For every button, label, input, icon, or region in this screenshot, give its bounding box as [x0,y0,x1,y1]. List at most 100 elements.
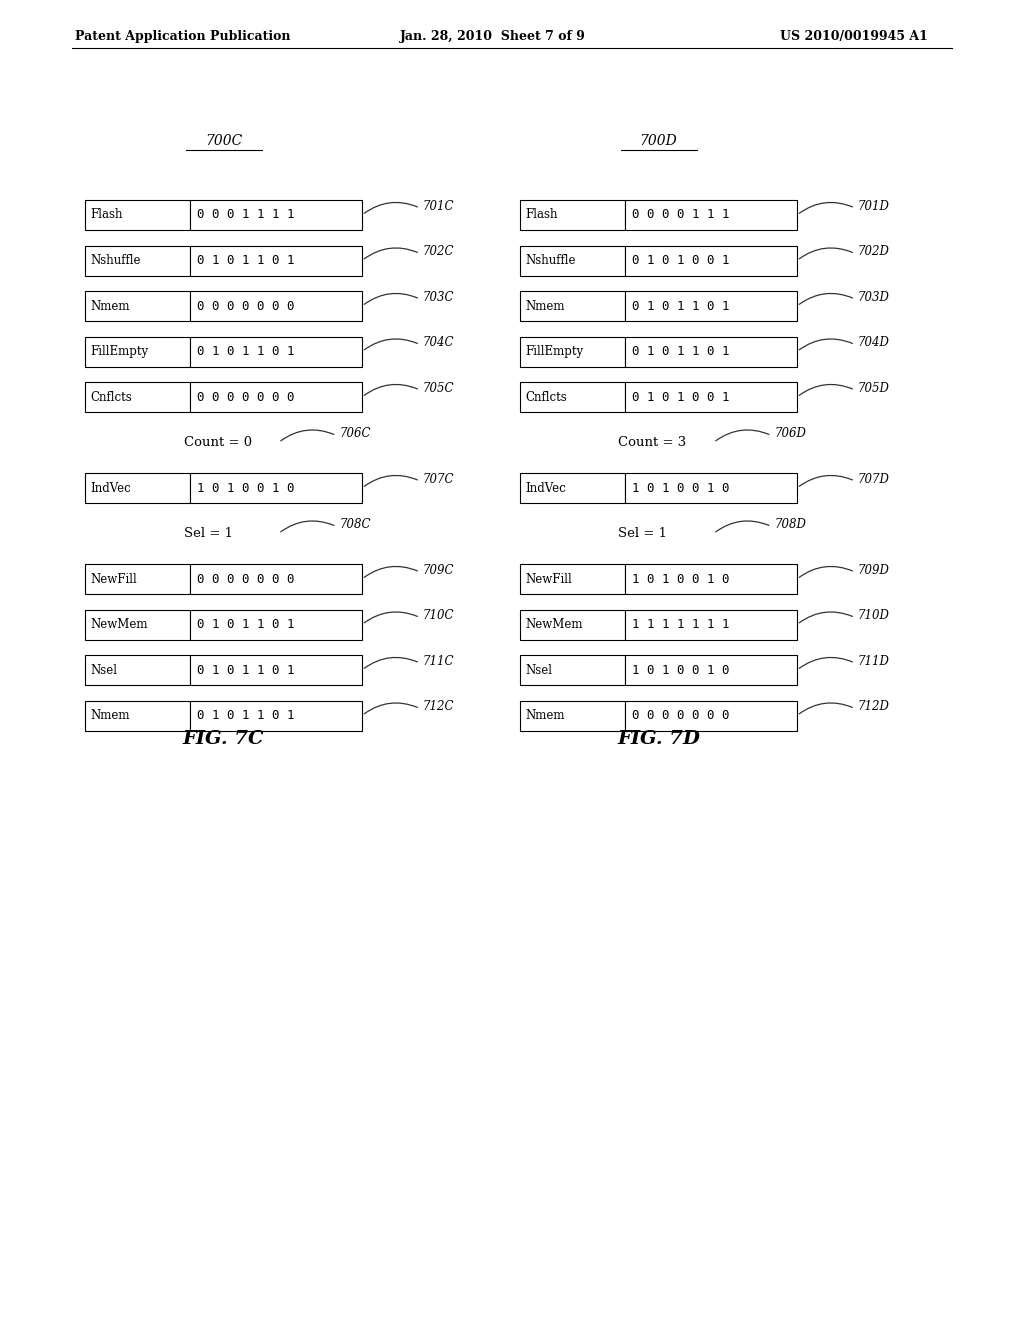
FancyBboxPatch shape [85,290,190,321]
FancyBboxPatch shape [85,655,190,685]
FancyBboxPatch shape [85,201,190,230]
Text: Flash: Flash [525,209,557,222]
Text: Sel = 1: Sel = 1 [618,527,668,540]
Text: Nmem: Nmem [525,709,564,722]
Text: 710C: 710C [423,609,455,622]
FancyBboxPatch shape [625,701,797,730]
Text: 702C: 702C [423,246,455,257]
Text: Nshuffle: Nshuffle [90,253,140,267]
FancyBboxPatch shape [190,610,362,639]
Text: FillEmpty: FillEmpty [525,345,583,358]
Text: 707D: 707D [858,473,890,486]
Text: 1 0 1 0 0 1 0: 1 0 1 0 0 1 0 [197,482,295,495]
FancyBboxPatch shape [625,564,797,594]
Text: 702D: 702D [858,246,890,257]
FancyBboxPatch shape [190,337,362,367]
FancyBboxPatch shape [625,201,797,230]
Text: US 2010/0019945 A1: US 2010/0019945 A1 [780,30,928,44]
Text: 703D: 703D [858,290,890,304]
Text: 0 1 0 1 0 0 1: 0 1 0 1 0 0 1 [632,253,729,267]
Text: 0 1 0 1 1 0 1: 0 1 0 1 1 0 1 [632,300,729,313]
FancyBboxPatch shape [520,655,625,685]
Text: 1 0 1 0 0 1 0: 1 0 1 0 0 1 0 [632,482,729,495]
Text: 709D: 709D [858,564,890,577]
FancyBboxPatch shape [85,246,190,276]
Text: 708C: 708C [340,517,371,531]
FancyBboxPatch shape [85,701,190,730]
Text: 0 0 0 0 0 0 0: 0 0 0 0 0 0 0 [632,709,729,722]
Text: 712C: 712C [423,700,455,713]
FancyBboxPatch shape [625,246,797,276]
FancyBboxPatch shape [625,337,797,367]
FancyBboxPatch shape [625,473,797,503]
Text: 0 0 0 0 1 1 1: 0 0 0 0 1 1 1 [632,209,729,222]
FancyBboxPatch shape [190,701,362,730]
Text: 707C: 707C [423,473,455,486]
FancyBboxPatch shape [190,473,362,503]
Text: Nmem: Nmem [90,300,129,313]
FancyBboxPatch shape [520,610,625,639]
FancyBboxPatch shape [190,564,362,594]
Text: 0 1 0 1 1 0 1: 0 1 0 1 1 0 1 [197,253,295,267]
Text: 712D: 712D [858,700,890,713]
FancyBboxPatch shape [85,473,190,503]
Text: 708D: 708D [774,517,806,531]
Text: 0 0 0 1 1 1 1: 0 0 0 1 1 1 1 [197,209,295,222]
Text: Sel = 1: Sel = 1 [183,527,232,540]
FancyBboxPatch shape [520,201,625,230]
Text: 0 1 0 1 0 0 1: 0 1 0 1 0 0 1 [632,391,729,404]
Text: 706C: 706C [340,426,371,440]
FancyBboxPatch shape [625,381,797,412]
Text: Nsel: Nsel [525,664,552,677]
Text: NewMem: NewMem [90,618,147,631]
Text: Nsel: Nsel [90,664,117,677]
Text: FIG. 7D: FIG. 7D [617,730,700,748]
Text: Nmem: Nmem [525,300,564,313]
Text: 710D: 710D [858,609,890,622]
Text: IndVec: IndVec [525,482,565,495]
FancyBboxPatch shape [520,701,625,730]
Text: 0 0 0 0 0 0 0: 0 0 0 0 0 0 0 [197,391,295,404]
Text: Flash: Flash [90,209,123,222]
FancyBboxPatch shape [520,337,625,367]
Text: Patent Application Publication: Patent Application Publication [75,30,291,44]
FancyBboxPatch shape [190,655,362,685]
FancyBboxPatch shape [85,337,190,367]
Text: Count = 0: Count = 0 [183,436,252,449]
Text: 1 0 1 0 0 1 0: 1 0 1 0 0 1 0 [632,573,729,586]
Text: 0 0 0 0 0 0 0: 0 0 0 0 0 0 0 [197,300,295,313]
Text: 0 1 0 1 1 0 1: 0 1 0 1 1 0 1 [197,664,295,677]
FancyBboxPatch shape [520,473,625,503]
Text: Cnflcts: Cnflcts [90,391,132,404]
FancyBboxPatch shape [520,246,625,276]
FancyBboxPatch shape [190,246,362,276]
Text: 703C: 703C [423,290,455,304]
FancyBboxPatch shape [625,610,797,639]
Text: Nmem: Nmem [90,709,129,722]
Text: 705D: 705D [858,381,890,395]
Text: 0 1 0 1 1 0 1: 0 1 0 1 1 0 1 [197,345,295,358]
Text: Nshuffle: Nshuffle [525,253,575,267]
FancyBboxPatch shape [520,381,625,412]
Text: NewFill: NewFill [525,573,571,586]
Text: 704D: 704D [858,337,890,348]
Text: 700C: 700C [205,135,242,148]
Text: Jan. 28, 2010  Sheet 7 of 9: Jan. 28, 2010 Sheet 7 of 9 [400,30,586,44]
Text: 0 1 0 1 1 0 1: 0 1 0 1 1 0 1 [632,345,729,358]
Text: 711C: 711C [423,655,455,668]
Text: 701D: 701D [858,199,890,213]
Text: FillEmpty: FillEmpty [90,345,148,358]
Text: Count = 3: Count = 3 [618,436,687,449]
Text: IndVec: IndVec [90,482,131,495]
FancyBboxPatch shape [190,290,362,321]
Text: 0 1 0 1 1 0 1: 0 1 0 1 1 0 1 [197,709,295,722]
FancyBboxPatch shape [625,290,797,321]
Text: 706D: 706D [774,426,806,440]
Text: 709C: 709C [423,564,455,577]
Text: 701C: 701C [423,199,455,213]
Text: NewMem: NewMem [525,618,583,631]
Text: 700D: 700D [640,135,677,148]
FancyBboxPatch shape [190,381,362,412]
FancyBboxPatch shape [85,610,190,639]
FancyBboxPatch shape [85,381,190,412]
